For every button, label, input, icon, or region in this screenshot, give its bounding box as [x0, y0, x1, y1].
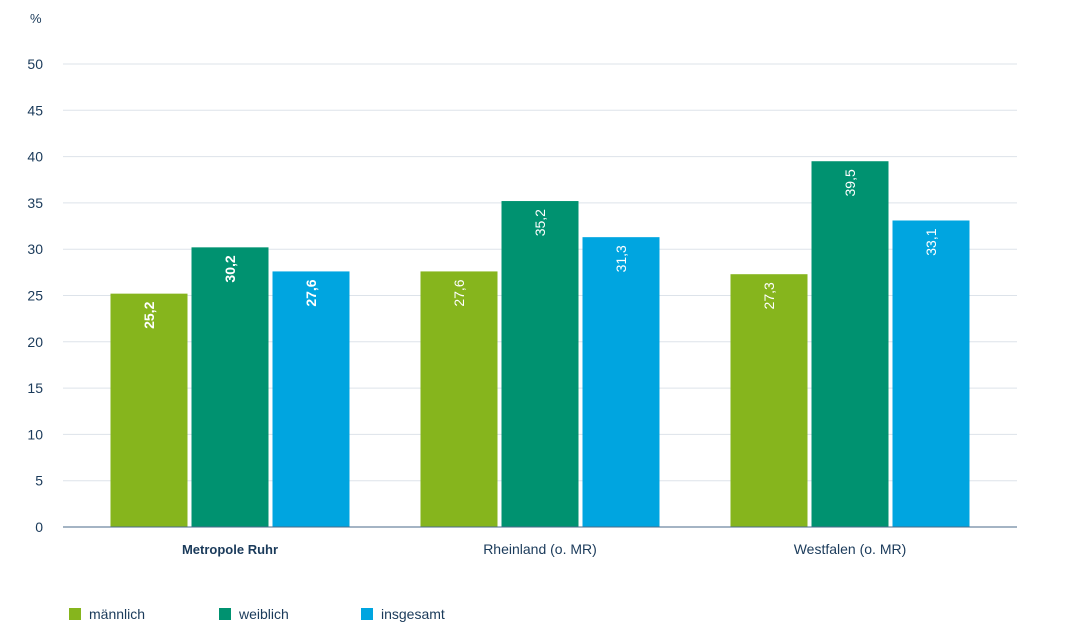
y-axis-ticks: 0 5 10 15 20 25 30 35 40 45 50	[27, 56, 43, 535]
bar-value-label: 27,6	[303, 279, 319, 306]
legend-swatch	[219, 608, 231, 620]
bar-insgesamt	[892, 220, 970, 527]
bar-weiblich	[501, 201, 579, 527]
bar-männlich	[420, 271, 498, 527]
legend-label: weiblich	[238, 606, 289, 622]
x-category-label: Rheinland (o. MR)	[483, 541, 597, 557]
y-tick-label: 30	[27, 241, 43, 257]
bar-männlich	[110, 293, 188, 527]
x-category-label: Metropole Ruhr	[182, 542, 278, 557]
y-tick-label: 25	[27, 288, 43, 304]
legend-label: männlich	[89, 606, 145, 622]
x-axis-categories: Metropole Ruhr Rheinland (o. MR) Westfalen…	[182, 541, 906, 557]
value-labels: 25,2 30,2 27,6 27,6 35,2 31,3 27,3 39,5 33,1	[141, 169, 939, 329]
bar-value-label: 25,2	[141, 301, 157, 328]
y-tick-label: 10	[27, 426, 43, 442]
bar-value-label: 31,3	[613, 245, 629, 272]
y-tick-label: 50	[27, 56, 43, 72]
legend-swatch	[361, 608, 373, 620]
bars	[110, 161, 970, 528]
bar-männlich	[730, 274, 808, 527]
y-tick-label: 20	[27, 334, 43, 350]
bar-insgesamt	[272, 271, 350, 527]
y-tick-label: 15	[27, 380, 43, 396]
bar-value-label: 33,1	[923, 228, 939, 255]
bar-value-label: 30,2	[222, 255, 238, 282]
y-tick-label: 40	[27, 149, 43, 165]
y-tick-label: 45	[27, 102, 43, 118]
bar-value-label: 39,5	[842, 169, 858, 196]
y-tick-label: 5	[35, 473, 43, 489]
y-tick-label: 0	[35, 519, 43, 535]
bar-weiblich	[811, 161, 889, 528]
bar-value-label: 27,6	[451, 279, 467, 306]
bar-value-label: 27,3	[761, 282, 777, 309]
x-category-label: Westfalen (o. MR)	[794, 541, 907, 557]
legend-swatch	[69, 608, 81, 620]
legend-label: insgesamt	[381, 606, 445, 622]
bar-insgesamt	[582, 237, 660, 528]
legend: männlich weiblich insgesamt	[69, 606, 445, 622]
bar-weiblich	[191, 247, 269, 527]
bar-value-label: 35,2	[532, 209, 548, 236]
y-tick-label: 35	[27, 195, 43, 211]
y-unit-label: %	[30, 11, 42, 26]
